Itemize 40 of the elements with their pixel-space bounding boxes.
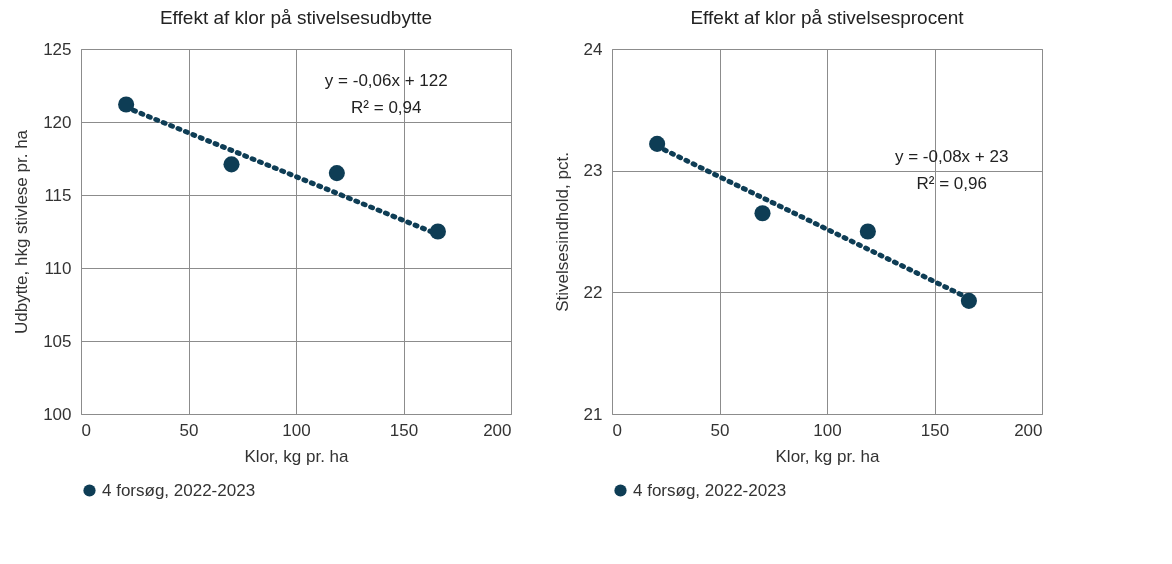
point [754, 205, 771, 222]
point [859, 223, 876, 240]
y-tick-label: 24 [583, 39, 603, 59]
x-tick-label: 150 [389, 420, 419, 440]
point [118, 96, 135, 113]
y-tick-label: 22 [583, 282, 603, 302]
y-tick-label: 100 [43, 404, 72, 424]
x-tick-label: 0 [81, 420, 91, 440]
x-tick-label: 200 [483, 420, 512, 440]
point [960, 292, 977, 309]
y-tick-label: 115 [44, 185, 72, 205]
annotation: y = -0,08x + 23 [895, 147, 1009, 166]
annotation: y = -0,06x + 122 [324, 71, 448, 90]
point [429, 223, 446, 240]
point [649, 135, 666, 152]
annotation: R² = 0,94 [351, 98, 422, 117]
point [328, 165, 345, 182]
x-tick-label: 150 [920, 420, 950, 440]
x-tick-label: 100 [282, 420, 311, 440]
x-axis-title: Klor, kg pr. ha [244, 446, 350, 466]
x-tick-label: 50 [710, 420, 730, 440]
x-tick-label: 200 [1014, 420, 1043, 440]
x-tick-label: 100 [813, 420, 842, 440]
y-axis-title: Udbytte, hkg stivlese pr. ha [12, 129, 32, 335]
annotation: R² = 0,96 [916, 174, 987, 193]
point [223, 156, 240, 173]
x-tick-label: 0 [612, 420, 622, 440]
chart-title: Effekt af klor på stivelsesprocent [690, 7, 965, 28]
y-tick-label: 110 [44, 258, 72, 278]
legend-label: 4 forsøg, 2022-2023 [102, 480, 256, 500]
x-tick-label: 50 [179, 420, 199, 440]
y-tick-label: 21 [583, 404, 603, 424]
y-tick-label: 120 [43, 112, 72, 132]
y-tick-label: 23 [583, 161, 603, 181]
y-tick-label: 105 [43, 331, 72, 351]
legend-label: 4 forsøg, 2022-2023 [633, 480, 787, 500]
chart-title: Effekt af klor på stivelsesudbytte [159, 7, 433, 28]
y-tick-label: 125 [43, 39, 72, 59]
y-axis-title: Stivelsesindhold, pct. [552, 152, 572, 312]
x-axis-title: Klor, kg pr. ha [775, 446, 881, 466]
